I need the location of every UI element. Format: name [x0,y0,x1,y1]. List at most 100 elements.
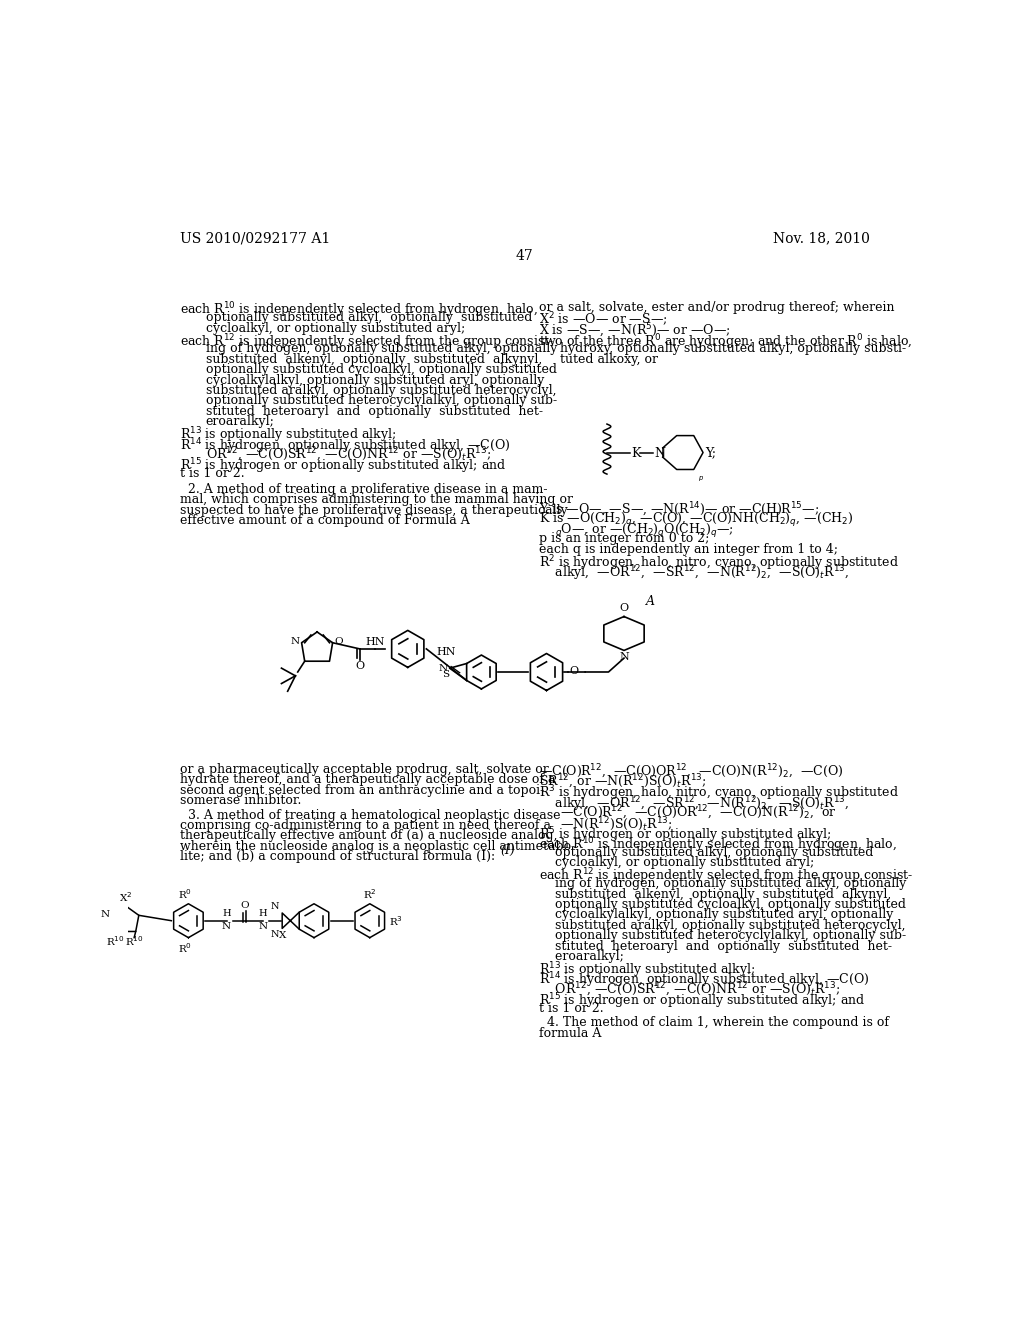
Text: R$^2$: R$^2$ [362,887,377,902]
Text: therapeutically effective amount of (a) a nucleoside analog,: therapeutically effective amount of (a) … [180,829,557,842]
Text: comprising co-administering to a patient in need thereof a: comprising co-administering to a patient… [180,818,551,832]
Text: R$^3$ is hydrogen, halo, nitro, cyano, optionally substituted: R$^3$ is hydrogen, halo, nitro, cyano, o… [539,784,899,804]
Text: optionally substituted alkyl, optionally substituted: optionally substituted alkyl, optionally… [539,846,873,859]
Text: each q is independently an integer from 1 to 4;: each q is independently an integer from … [539,543,838,556]
Text: cycloalkyl, or optionally substituted aryl;: cycloalkyl, or optionally substituted ar… [206,322,465,335]
Text: N: N [100,909,110,919]
Text: R$^{10}$: R$^{10}$ [125,935,143,948]
Text: substituted aralkyl, optionally substituted heterocyclyl,: substituted aralkyl, optionally substitu… [539,919,905,932]
Text: tuted alkoxy, or: tuted alkoxy, or [560,352,658,366]
Text: H: H [222,909,231,919]
Text: US 2010/0292177 A1: US 2010/0292177 A1 [180,231,330,246]
Text: X$^2$: X$^2$ [119,890,132,904]
Text: R$^{10}$: R$^{10}$ [106,935,125,948]
Text: Y;: Y; [706,446,717,459]
Text: N: N [620,652,629,661]
Text: N: N [258,923,267,931]
Text: $_q$O—, or —(CH$_2$)$_q$O(CH$_2$)$_q$—;: $_q$O—, or —(CH$_2$)$_q$O(CH$_2$)$_q$—; [539,521,733,540]
Text: (I): (I) [500,843,515,857]
Text: R$^5$ is hydrogen or optionally substituted alkyl;: R$^5$ is hydrogen or optionally substitu… [539,825,831,845]
Text: or a pharmaceutically acceptable prodrug, salt, solvate or: or a pharmaceutically acceptable prodrug… [180,763,549,776]
Text: somerase inhibitor.: somerase inhibitor. [180,795,301,807]
Text: substituted  alkenyl,  optionally  substituted  alkynyl,: substituted alkenyl, optionally substitu… [206,352,542,366]
Text: R$^0$: R$^0$ [178,887,193,900]
Text: p is an integer from 0 to 2;: p is an integer from 0 to 2; [539,532,710,545]
Text: R$^{15}$ is hydrogen or optionally substituted alkyl; and: R$^{15}$ is hydrogen or optionally subst… [180,457,506,477]
Text: ing of hydrogen, optionally substituted alkyl, optionally: ing of hydrogen, optionally substituted … [539,878,906,890]
Text: H: H [259,909,267,919]
Text: R$^0$: R$^0$ [178,941,193,954]
Text: alkyl,  —OR$^{12}$,  —SR$^{12}$,  —N(R$^{12}$)$_2$,  —S(O)$_t$R$^{13}$,: alkyl, —OR$^{12}$, —SR$^{12}$, —N(R$^{12… [539,795,849,813]
Text: substituted aralkyl, optionally substituted heterocyclyl,: substituted aralkyl, optionally substitu… [206,384,556,397]
Text: formula A: formula A [539,1027,601,1040]
Text: two of the three R$^0$ are hydrogen; and the other R$^0$ is halo,: two of the three R$^0$ are hydrogen; and… [539,333,912,351]
Text: effective amount of a compound of Formula A: effective amount of a compound of Formul… [180,513,470,527]
Text: OR$^{12}$, —C(O)SR$^{12}$, —C(O)NR$^{12}$ or —S(O)$_t$R$^{13}$;: OR$^{12}$, —C(O)SR$^{12}$, —C(O)NR$^{12}… [539,981,840,999]
Text: eroaralkyl;: eroaralkyl; [539,950,624,964]
Text: —N(R$^{12}$)S(O)$_t$R$^{13}$;: —N(R$^{12}$)S(O)$_t$R$^{13}$; [560,814,673,833]
Text: second agent selected from an anthracycline and a topoi-: second agent selected from an anthracycl… [180,784,544,797]
Text: cycloalkylalkyl, optionally substituted aryl, optionally: cycloalkylalkyl, optionally substituted … [539,908,893,921]
Text: lite; and (b) a compound of structural formula (I):: lite; and (b) a compound of structural f… [180,850,495,863]
Text: R$^{13}$ is optionally substituted alkyl;: R$^{13}$ is optionally substituted alkyl… [539,961,755,979]
Text: —C(O)R$^{12}$,  —C(O)OR$^{12}$,  —C(O)N(R$^{12}$)$_2$,  or: —C(O)R$^{12}$, —C(O)OR$^{12}$, —C(O)N(R$… [560,804,838,822]
Text: each R$^{12}$ is independently selected from the group consist-: each R$^{12}$ is independently selected … [180,333,554,351]
Text: Y is —O—, —S—, —N(R$^{14}$)— or —C(H)R$^{15}$—;: Y is —O—, —S—, —N(R$^{14}$)— or —C(H)R$^… [539,502,819,519]
Text: optionally substituted heterocyclylalkyl, optionally sub-: optionally substituted heterocyclylalkyl… [206,395,557,408]
Text: $_p$: $_p$ [697,474,703,483]
Text: X: X [279,932,286,940]
Text: 4. The method of claim 1, wherein the compound is of: 4. The method of claim 1, wherein the co… [539,1016,889,1030]
Text: stituted  heteroaryl  and  optionally  substituted  het-: stituted heteroaryl and optionally subst… [206,405,543,418]
Text: O: O [569,667,579,676]
Text: N: N [439,664,449,673]
Text: optionally substituted cycloalkyl, optionally substituted: optionally substituted cycloalkyl, optio… [539,898,906,911]
Text: S: S [442,671,450,680]
Text: cycloalkyl, or optionally substituted aryl;: cycloalkyl, or optionally substituted ar… [539,857,814,870]
Text: HN: HN [437,647,457,657]
Text: each R$^{12}$ is independently selected from the group consist-: each R$^{12}$ is independently selected … [539,867,913,887]
Text: A: A [646,595,654,609]
Text: O: O [355,661,365,671]
Text: optionally substituted heterocyclylalkyl, optionally sub-: optionally substituted heterocyclylalkyl… [539,929,906,942]
Text: hydrate thereof, and a therapeutically acceptable dose of a: hydrate thereof, and a therapeutically a… [180,774,555,787]
Text: each R$^{10}$ is independently selected from hydrogen, halo,: each R$^{10}$ is independently selected … [539,836,897,855]
Text: each R$^{10}$ is independently selected from hydrogen, halo,: each R$^{10}$ is independently selected … [180,301,538,321]
Text: mal, which comprises administering to the mammal having or: mal, which comprises administering to th… [180,494,572,506]
Text: ing of hydrogen, optionally substituted alkyl, optionally: ing of hydrogen, optionally substituted … [206,342,557,355]
Text: R$^{15}$ is hydrogen or optionally substituted alkyl; and: R$^{15}$ is hydrogen or optionally subst… [539,991,865,1011]
Text: O: O [241,902,249,909]
Text: alkyl,  —OR$^{12}$,  —SR$^{12}$,  —N(R$^{12}$)$_2$,  —S(O)$_t$R$^{13}$,: alkyl, —OR$^{12}$, —SR$^{12}$, —N(R$^{12… [539,564,849,583]
Text: SR$^{12}$, or —N(R$^{12}$)S(O)$_t$R$^{13}$;: SR$^{12}$, or —N(R$^{12}$)S(O)$_t$R$^{13… [539,774,707,791]
Text: R$^{14}$ is hydrogen, optionally substituted alkyl, —C(O): R$^{14}$ is hydrogen, optionally substit… [180,436,510,455]
Text: or a salt, solvate, ester and/or prodrug thereof; wherein: or a salt, solvate, ester and/or prodrug… [539,301,894,314]
Text: OR$^{12}$, —C(O)SR$^{12}$, —C(O)NR$^{12}$ or —S(O)$_t$R$^{13}$;: OR$^{12}$, —C(O)SR$^{12}$, —C(O)NR$^{12}… [206,446,490,465]
Text: cycloalkylalkyl, optionally substituted aryl, optionally: cycloalkylalkyl, optionally substituted … [206,374,544,387]
Text: O: O [620,603,629,614]
Text: O: O [334,636,343,645]
Text: R$^{13}$ is optionally substituted alkyl;: R$^{13}$ is optionally substituted alkyl… [180,425,396,445]
Text: X$^2$ is —O— or —S—;: X$^2$ is —O— or —S—; [539,312,668,329]
Text: 47: 47 [516,249,534,263]
Text: —C(O)R$^{12}$,  —C(O)OR$^{12}$,  —C(O)N(R$^{12}$)$_2$,  —C(O): —C(O)R$^{12}$, —C(O)OR$^{12}$, —C(O)N(R$… [539,763,843,781]
Text: Nov. 18, 2010: Nov. 18, 2010 [773,231,869,246]
Text: K: K [631,446,640,459]
Text: N: N [270,903,280,911]
Text: K is —O(CH$_2$)$_q$, —C(O), —C(O)NH(CH$_2$)$_q$, —(CH$_2$): K is —O(CH$_2$)$_q$, —C(O), —C(O)NH(CH$_… [539,511,853,529]
Text: N: N [291,636,300,645]
Text: substituted  alkenyl,  optionally  substituted  alkynyl,: substituted alkenyl, optionally substitu… [539,887,891,900]
Text: optionally substituted cycloalkyl, optionally substituted: optionally substituted cycloalkyl, optio… [206,363,556,376]
Text: R$^{14}$ is hydrogen, optionally substituted alkyl, —C(O): R$^{14}$ is hydrogen, optionally substit… [539,970,869,990]
Text: R$^2$ is hydrogen, halo, nitro, cyano, optionally substituted: R$^2$ is hydrogen, halo, nitro, cyano, o… [539,553,899,573]
Text: stituted  heteroaryl  and  optionally  substituted  het-: stituted heteroaryl and optionally subst… [539,940,892,953]
Text: HN: HN [366,638,385,647]
Text: t is 1 or 2.: t is 1 or 2. [539,1002,603,1015]
Text: 3. A method of treating a hematological neoplastic disease: 3. A method of treating a hematological … [180,809,560,821]
Text: N: N [222,923,231,931]
Text: 2. A method of treating a proliferative disease in a mam-: 2. A method of treating a proliferative … [180,483,548,496]
Text: wherein the nucleoside analog is a neoplastic cell antimetabo-: wherein the nucleoside analog is a neopl… [180,840,575,853]
Text: N: N [270,929,280,939]
Text: optionally substituted alkyl,  optionally  substituted: optionally substituted alkyl, optionally… [206,312,531,325]
Text: X is —S—, —N(R$^5$)— or —O—;: X is —S—, —N(R$^5$)— or —O—; [539,322,730,339]
Text: N: N [654,446,666,459]
Text: t is 1 or 2.: t is 1 or 2. [180,467,245,480]
